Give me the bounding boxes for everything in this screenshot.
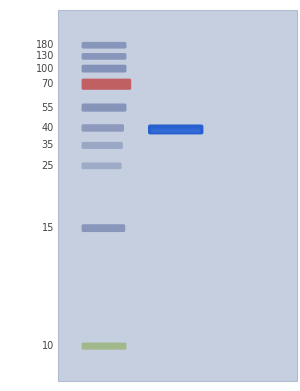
Text: 130: 130 — [36, 51, 54, 61]
FancyBboxPatch shape — [82, 42, 126, 48]
Text: 100: 100 — [36, 64, 54, 74]
FancyBboxPatch shape — [82, 224, 125, 232]
Text: 70: 70 — [42, 79, 54, 89]
FancyBboxPatch shape — [82, 124, 124, 132]
Text: 10: 10 — [42, 341, 54, 351]
FancyBboxPatch shape — [82, 142, 123, 149]
FancyBboxPatch shape — [82, 163, 122, 169]
Text: KDa: KDa — [25, 0, 53, 2]
Bar — [58, 10, 297, 381]
FancyBboxPatch shape — [82, 79, 131, 90]
FancyBboxPatch shape — [82, 104, 126, 112]
FancyBboxPatch shape — [151, 129, 200, 133]
Text: 40: 40 — [42, 123, 54, 133]
FancyBboxPatch shape — [82, 343, 126, 350]
Text: 25: 25 — [41, 161, 54, 171]
Text: 15: 15 — [42, 223, 54, 233]
FancyBboxPatch shape — [82, 53, 126, 60]
Text: 55: 55 — [41, 102, 54, 113]
FancyBboxPatch shape — [148, 124, 203, 135]
Text: 180: 180 — [36, 40, 54, 50]
Text: 35: 35 — [42, 140, 54, 151]
FancyBboxPatch shape — [82, 65, 126, 72]
